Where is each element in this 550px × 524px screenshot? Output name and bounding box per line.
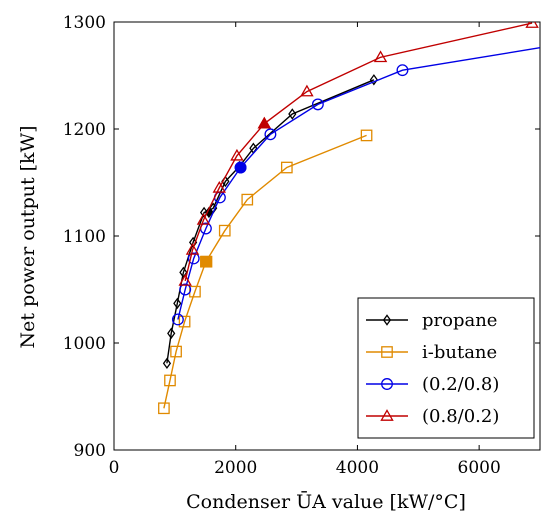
legend-marker — [382, 314, 392, 326]
data-point — [178, 315, 191, 328]
legend-item: propane — [366, 310, 497, 331]
data-point — [311, 98, 324, 111]
legend-marker — [380, 409, 394, 421]
data-point — [187, 252, 200, 265]
data-point — [171, 313, 184, 326]
legend: propane i-butane (0.2/0.8) (0.8/0.2) — [357, 297, 535, 439]
data-point — [230, 148, 244, 161]
series-(0.2/0.8) — [171, 47, 540, 326]
data-point — [373, 50, 388, 63]
y-tick-label: 1100 — [63, 227, 106, 247]
data-point — [360, 129, 373, 142]
series-line — [166, 79, 375, 364]
data-point — [179, 283, 192, 296]
data-point — [218, 224, 231, 237]
y-tick-label: 900 — [74, 441, 106, 461]
x-tick-label: 4000 — [336, 458, 379, 478]
data-point — [162, 357, 172, 370]
legend-item: (0.2/0.8) — [366, 374, 499, 395]
data-point — [185, 242, 200, 255]
data-point — [164, 374, 176, 387]
series-line — [163, 134, 367, 409]
data-point — [264, 128, 277, 141]
data-point — [167, 327, 176, 340]
data-point — [179, 266, 188, 279]
x-tick-label: 6000 — [458, 458, 501, 478]
highlighted-point — [257, 116, 272, 129]
x-tick-label: 0 — [109, 458, 120, 478]
data-point — [170, 345, 182, 358]
highlighted-point — [204, 206, 214, 219]
series-(0.8/0.2) — [178, 22, 539, 286]
axes: 0 2000 4000 6000 900 1000 1100 1200 1300 — [63, 13, 541, 478]
legend-label: propane — [422, 310, 497, 331]
highlighted-point — [234, 161, 247, 174]
data-point — [288, 108, 297, 120]
series-i-butane — [158, 129, 373, 415]
data-point — [158, 402, 170, 415]
data-point — [173, 297, 182, 310]
data-point — [212, 180, 227, 193]
x-tick-label: 2000 — [214, 458, 257, 478]
legend-marker — [381, 346, 393, 358]
legend-label: (0.8/0.2) — [422, 406, 499, 427]
data-point — [369, 74, 378, 86]
y-axis-label: Net power output [kW] — [17, 125, 39, 348]
data-point — [525, 22, 539, 28]
legend-label: (0.2/0.8) — [422, 374, 499, 395]
data-point — [178, 274, 192, 286]
legend-label: i-butane — [422, 342, 497, 363]
y-tick-label: 1300 — [63, 13, 106, 33]
y-tick-label: 1000 — [63, 334, 106, 354]
y-tick-label: 1200 — [63, 120, 106, 140]
x-axis-label: Condenser ŪA value [kW/°C] — [186, 490, 466, 513]
legend-box — [357, 297, 535, 439]
legend-item: i-butane — [366, 342, 497, 363]
series-line — [184, 22, 533, 282]
series-line — [177, 47, 540, 320]
legend-item: (0.8/0.2) — [366, 406, 499, 427]
data-point — [196, 213, 211, 225]
data-point — [280, 161, 293, 174]
data-point — [241, 193, 254, 206]
data-point — [396, 64, 409, 77]
legend-marker — [381, 378, 393, 390]
data-point — [300, 84, 314, 97]
series-layer — [158, 22, 540, 415]
highlighted-point — [200, 255, 213, 268]
